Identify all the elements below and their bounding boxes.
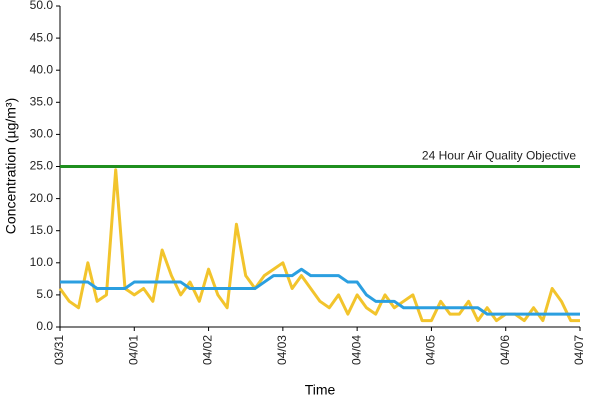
y-tick-label: 25.0: [30, 159, 54, 173]
y-tick-label: 0.0: [36, 319, 53, 333]
x-tick-label: 04/01: [126, 335, 140, 365]
objective-label: 24 Hour Air Quality Objective: [422, 149, 576, 163]
y-tick-label: 20.0: [30, 191, 54, 205]
y-axis-title: Concentration (µg/m³): [3, 98, 19, 234]
x-tick-label: 04/07: [572, 335, 586, 365]
y-tick-label: 5.0: [36, 287, 53, 301]
y-tick-label: 10.0: [30, 255, 54, 269]
x-tick-label: 04/03: [275, 335, 289, 365]
data-line: [60, 267, 580, 316]
x-tick-label: 04/06: [498, 335, 512, 365]
x-axis-title: Time: [305, 382, 336, 398]
y-tick-label: 15.0: [30, 223, 54, 237]
y-tick-label: 35.0: [30, 94, 54, 108]
x-tick-label: 04/05: [424, 335, 438, 365]
x-tick-label: 04/04: [349, 335, 363, 365]
data-line: [58, 168, 580, 323]
y-tick-label: 30.0: [30, 127, 54, 141]
y-tick-label: 40.0: [30, 62, 54, 76]
x-tick-label: 03/31: [52, 335, 66, 365]
y-tick-label: 50.0: [30, 0, 54, 12]
y-tick-label: 45.0: [30, 30, 54, 44]
x-tick-label: 04/02: [201, 335, 215, 365]
